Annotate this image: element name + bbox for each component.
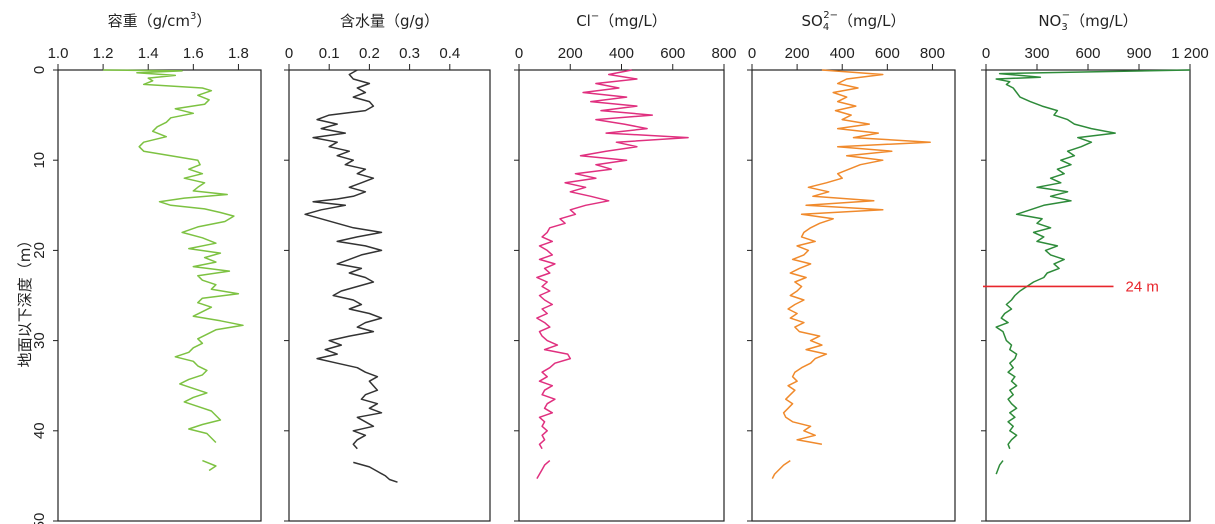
x-tick-label: 300	[1024, 45, 1049, 62]
panel-title-main: Cl	[576, 12, 591, 30]
panel-title: SO42−（mg/L）	[802, 10, 906, 33]
series-line-2	[995, 460, 1004, 475]
panel-title: NO3−（mg/L）	[1038, 10, 1137, 33]
y-tick-label: 40	[31, 422, 48, 439]
series-line-1	[536, 69, 689, 450]
x-tick-label: 600	[1075, 45, 1100, 62]
plot-frame	[288, 69, 491, 522]
panel-title-sub: 3	[1061, 22, 1067, 33]
x-tick-label: 400	[609, 45, 634, 62]
panel-3: 0 200 400 600 800 Cl−（mg/L）	[514, 11, 737, 522]
panel-title-main: SO	[802, 12, 823, 30]
panel-title-main: NO	[1038, 12, 1061, 30]
plot-frame	[985, 69, 1191, 522]
y-tick-label: 0	[31, 66, 48, 74]
x-tick-label: 200	[785, 45, 810, 62]
x-tick-label: 600	[875, 45, 900, 62]
x-tick-label: 1 200	[1171, 45, 1209, 62]
x-tick-label: 800	[711, 45, 736, 62]
plot-frame	[751, 69, 956, 522]
panel-title-sup: 3	[190, 11, 196, 22]
x-tick-label: 1.4	[138, 45, 159, 62]
y-tick-label: 50	[31, 513, 48, 524]
panel-title-main: 容重	[108, 12, 138, 30]
series-line-1	[995, 69, 1191, 450]
series-line-2	[353, 461, 398, 483]
y-tick-label: 30	[31, 332, 48, 349]
series-line-1	[304, 69, 383, 450]
x-tick-label: 0.3	[399, 45, 420, 62]
plot-frame	[518, 69, 725, 522]
x-tick-label: 400	[830, 45, 855, 62]
x-tick-label: 1.0	[48, 45, 69, 62]
panel-4: 0 200 400 600 800 SO42−（mg/L）	[747, 10, 956, 522]
x-tick-label: 0	[515, 45, 523, 62]
panel-title-sup: −	[591, 11, 599, 22]
series-line-2	[771, 459, 791, 479]
panel-title-unit: （mg/L）	[599, 12, 667, 30]
panel-title-unit: （mg/L）	[1070, 12, 1138, 30]
x-tick-label: 0	[982, 45, 990, 62]
x-tick-label: 800	[920, 45, 945, 62]
series-line-1	[782, 69, 931, 446]
x-tick-label: 900	[1126, 45, 1151, 62]
x-tick-label: 1.2	[93, 45, 114, 62]
x-tick-label: 0.1	[319, 45, 340, 62]
x-tick-label: 0	[285, 45, 293, 62]
x-tick-label: 0.4	[439, 45, 460, 62]
panel-title: Cl−（mg/L）	[576, 11, 667, 30]
panel-title-sub: 4	[823, 22, 829, 33]
annotation-label: 24 m	[1126, 278, 1159, 295]
x-tick-label: 1.6	[183, 45, 204, 62]
panel-title-unit: （g/cm	[138, 12, 190, 30]
x-tick-label: 0.2	[359, 45, 380, 62]
y-tick-label: 20	[31, 242, 48, 259]
panel-title: 含水量（g/g）	[340, 12, 439, 30]
x-tick-label: 200	[558, 45, 583, 62]
y-axis-label: 地面以下深度（m）	[16, 233, 34, 368]
x-tick-label: 0	[748, 45, 756, 62]
panel-5: 0 300 600 900 1 200 NO3−（mg/L） 24 m	[981, 10, 1209, 522]
panel-title-unit: （mg/L）	[838, 12, 906, 30]
panel-1: 1.0 1.2 1.4 1.6 1.8 容重（g/cm3） 0 10 20 30 40 50	[31, 11, 262, 524]
series-line-2	[536, 460, 551, 479]
y-tick-label: 10	[31, 152, 48, 169]
series-line-2	[202, 459, 217, 472]
panel-title-sup: −	[1062, 10, 1070, 21]
panel-title: 容重（g/cm3）	[108, 11, 212, 30]
series-line-1	[103, 69, 244, 444]
panel-title-sup: 2−	[823, 10, 838, 21]
panel-title-main: 含水量	[340, 12, 385, 30]
x-tick-label: 600	[660, 45, 685, 62]
panel-title-end: ）	[196, 12, 211, 30]
x-tick-label: 1.8	[228, 45, 249, 62]
panel-title-unit: （g/g）	[385, 12, 439, 30]
